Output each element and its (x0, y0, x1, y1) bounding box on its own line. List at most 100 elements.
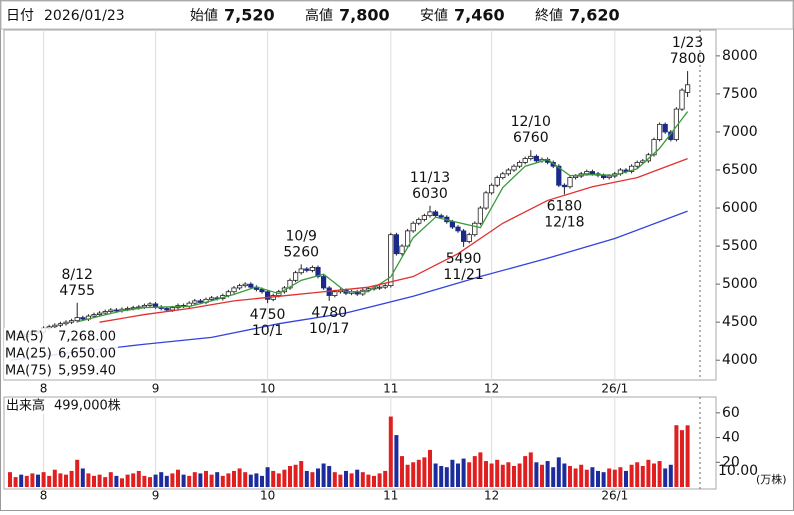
volume-bar (461, 458, 466, 487)
y-tick-label: 8000 (722, 48, 758, 64)
candle-body (332, 291, 338, 296)
candle-body (561, 184, 568, 188)
ma-legend-value: 7,268.00 (58, 330, 116, 345)
volume-bar (86, 473, 91, 487)
volume-bar (187, 475, 192, 487)
volume-bar (215, 472, 220, 487)
volume-bar (618, 467, 623, 487)
volume-bar (540, 464, 544, 487)
volume-bar (92, 475, 96, 487)
annotation-price: 4780 (311, 305, 347, 321)
volume-bar (75, 459, 80, 487)
volume-bar (467, 462, 472, 487)
candle-body (460, 230, 467, 242)
annotation-date: 12/18 (544, 214, 584, 230)
volume-bar (366, 474, 371, 487)
volume-bar (97, 474, 102, 487)
x-tick-label: 12 (484, 489, 499, 503)
volume-bar (612, 469, 617, 487)
volume-bar (198, 473, 203, 487)
y-tick-label: 7500 (722, 86, 758, 102)
candle-body (589, 171, 596, 175)
annotation-price: 6180 (547, 198, 583, 214)
x-tick-label: 8 (40, 382, 48, 396)
volume-bar (316, 468, 320, 487)
y-tick-label: 6000 (722, 200, 758, 216)
candle-body (629, 165, 635, 172)
annotation-date: 12/10 (511, 114, 551, 130)
volume-bar (495, 459, 500, 487)
field-label: 安値 (420, 8, 448, 24)
volume-bar (388, 416, 393, 487)
volume-bar (159, 472, 164, 487)
volume-bar (383, 470, 388, 487)
volume-bar (131, 473, 136, 487)
volume-bar (629, 464, 634, 487)
volume-current: 10.00 (718, 463, 758, 479)
candle-body (248, 283, 254, 288)
candle-body (264, 291, 271, 300)
y-tick-label: 4500 (722, 314, 758, 330)
volume-bar (372, 475, 376, 487)
volume-bar (512, 465, 516, 487)
ma-legend-name: MA(75) (5, 364, 52, 379)
volume-bar (360, 472, 365, 487)
annotation-price: 6760 (513, 130, 549, 146)
volume-bar (181, 474, 186, 487)
volume-bar (332, 472, 337, 487)
header-bar (0, 0, 794, 30)
volume-bar (254, 473, 259, 487)
ma-legend-name: MA(5) (5, 330, 44, 345)
candle-body (388, 234, 394, 287)
candle-body (399, 245, 405, 255)
volume-bar (260, 475, 264, 487)
volume-bar (321, 463, 326, 487)
y-tick-label: 5500 (722, 238, 758, 254)
field-value: 7,520 (224, 6, 275, 25)
volume-bar (556, 457, 561, 487)
candle-body (505, 169, 512, 175)
candle-body (393, 234, 400, 255)
candle-body (208, 297, 215, 300)
candle-body (320, 276, 327, 289)
annotation-date: 1/23 (672, 35, 703, 51)
candle-body (410, 222, 416, 232)
candle-body (522, 158, 528, 163)
volume-bar (534, 462, 539, 487)
candle-body (231, 287, 237, 293)
volume-bar (668, 464, 673, 487)
candle-body (197, 300, 203, 303)
candle-body (634, 161, 640, 167)
x-tick-label: 9 (152, 489, 160, 503)
volume-bar (220, 475, 225, 487)
candle-body (500, 173, 506, 179)
volume-bar (478, 452, 483, 487)
candle-body (483, 192, 489, 209)
candle-body (477, 207, 484, 224)
y-tick-label: 60 (722, 405, 740, 421)
candle-body (421, 215, 428, 220)
candle-body (466, 234, 472, 242)
candle-body (63, 321, 69, 325)
candle-body (511, 165, 517, 171)
volume-bar (568, 465, 572, 487)
candle-body (455, 226, 461, 232)
candle-body (685, 84, 691, 93)
x-tick-label: 10 (260, 382, 275, 396)
y-tick-label: 6500 (722, 162, 758, 178)
candle-body (567, 177, 573, 188)
candle-body (657, 123, 663, 140)
volume-bar (635, 462, 640, 487)
volume-bar (355, 469, 360, 487)
annotation-price: 5490 (446, 251, 482, 267)
volume-bar (450, 459, 455, 487)
candle-body (287, 279, 293, 289)
candle-body (309, 266, 316, 271)
volume-title: 出来高 (6, 398, 45, 414)
candle-body (57, 323, 64, 326)
volume-bar (484, 461, 488, 487)
annotation-date: 11/21 (443, 267, 483, 283)
candle-body (404, 230, 411, 247)
candle-body (152, 303, 159, 308)
